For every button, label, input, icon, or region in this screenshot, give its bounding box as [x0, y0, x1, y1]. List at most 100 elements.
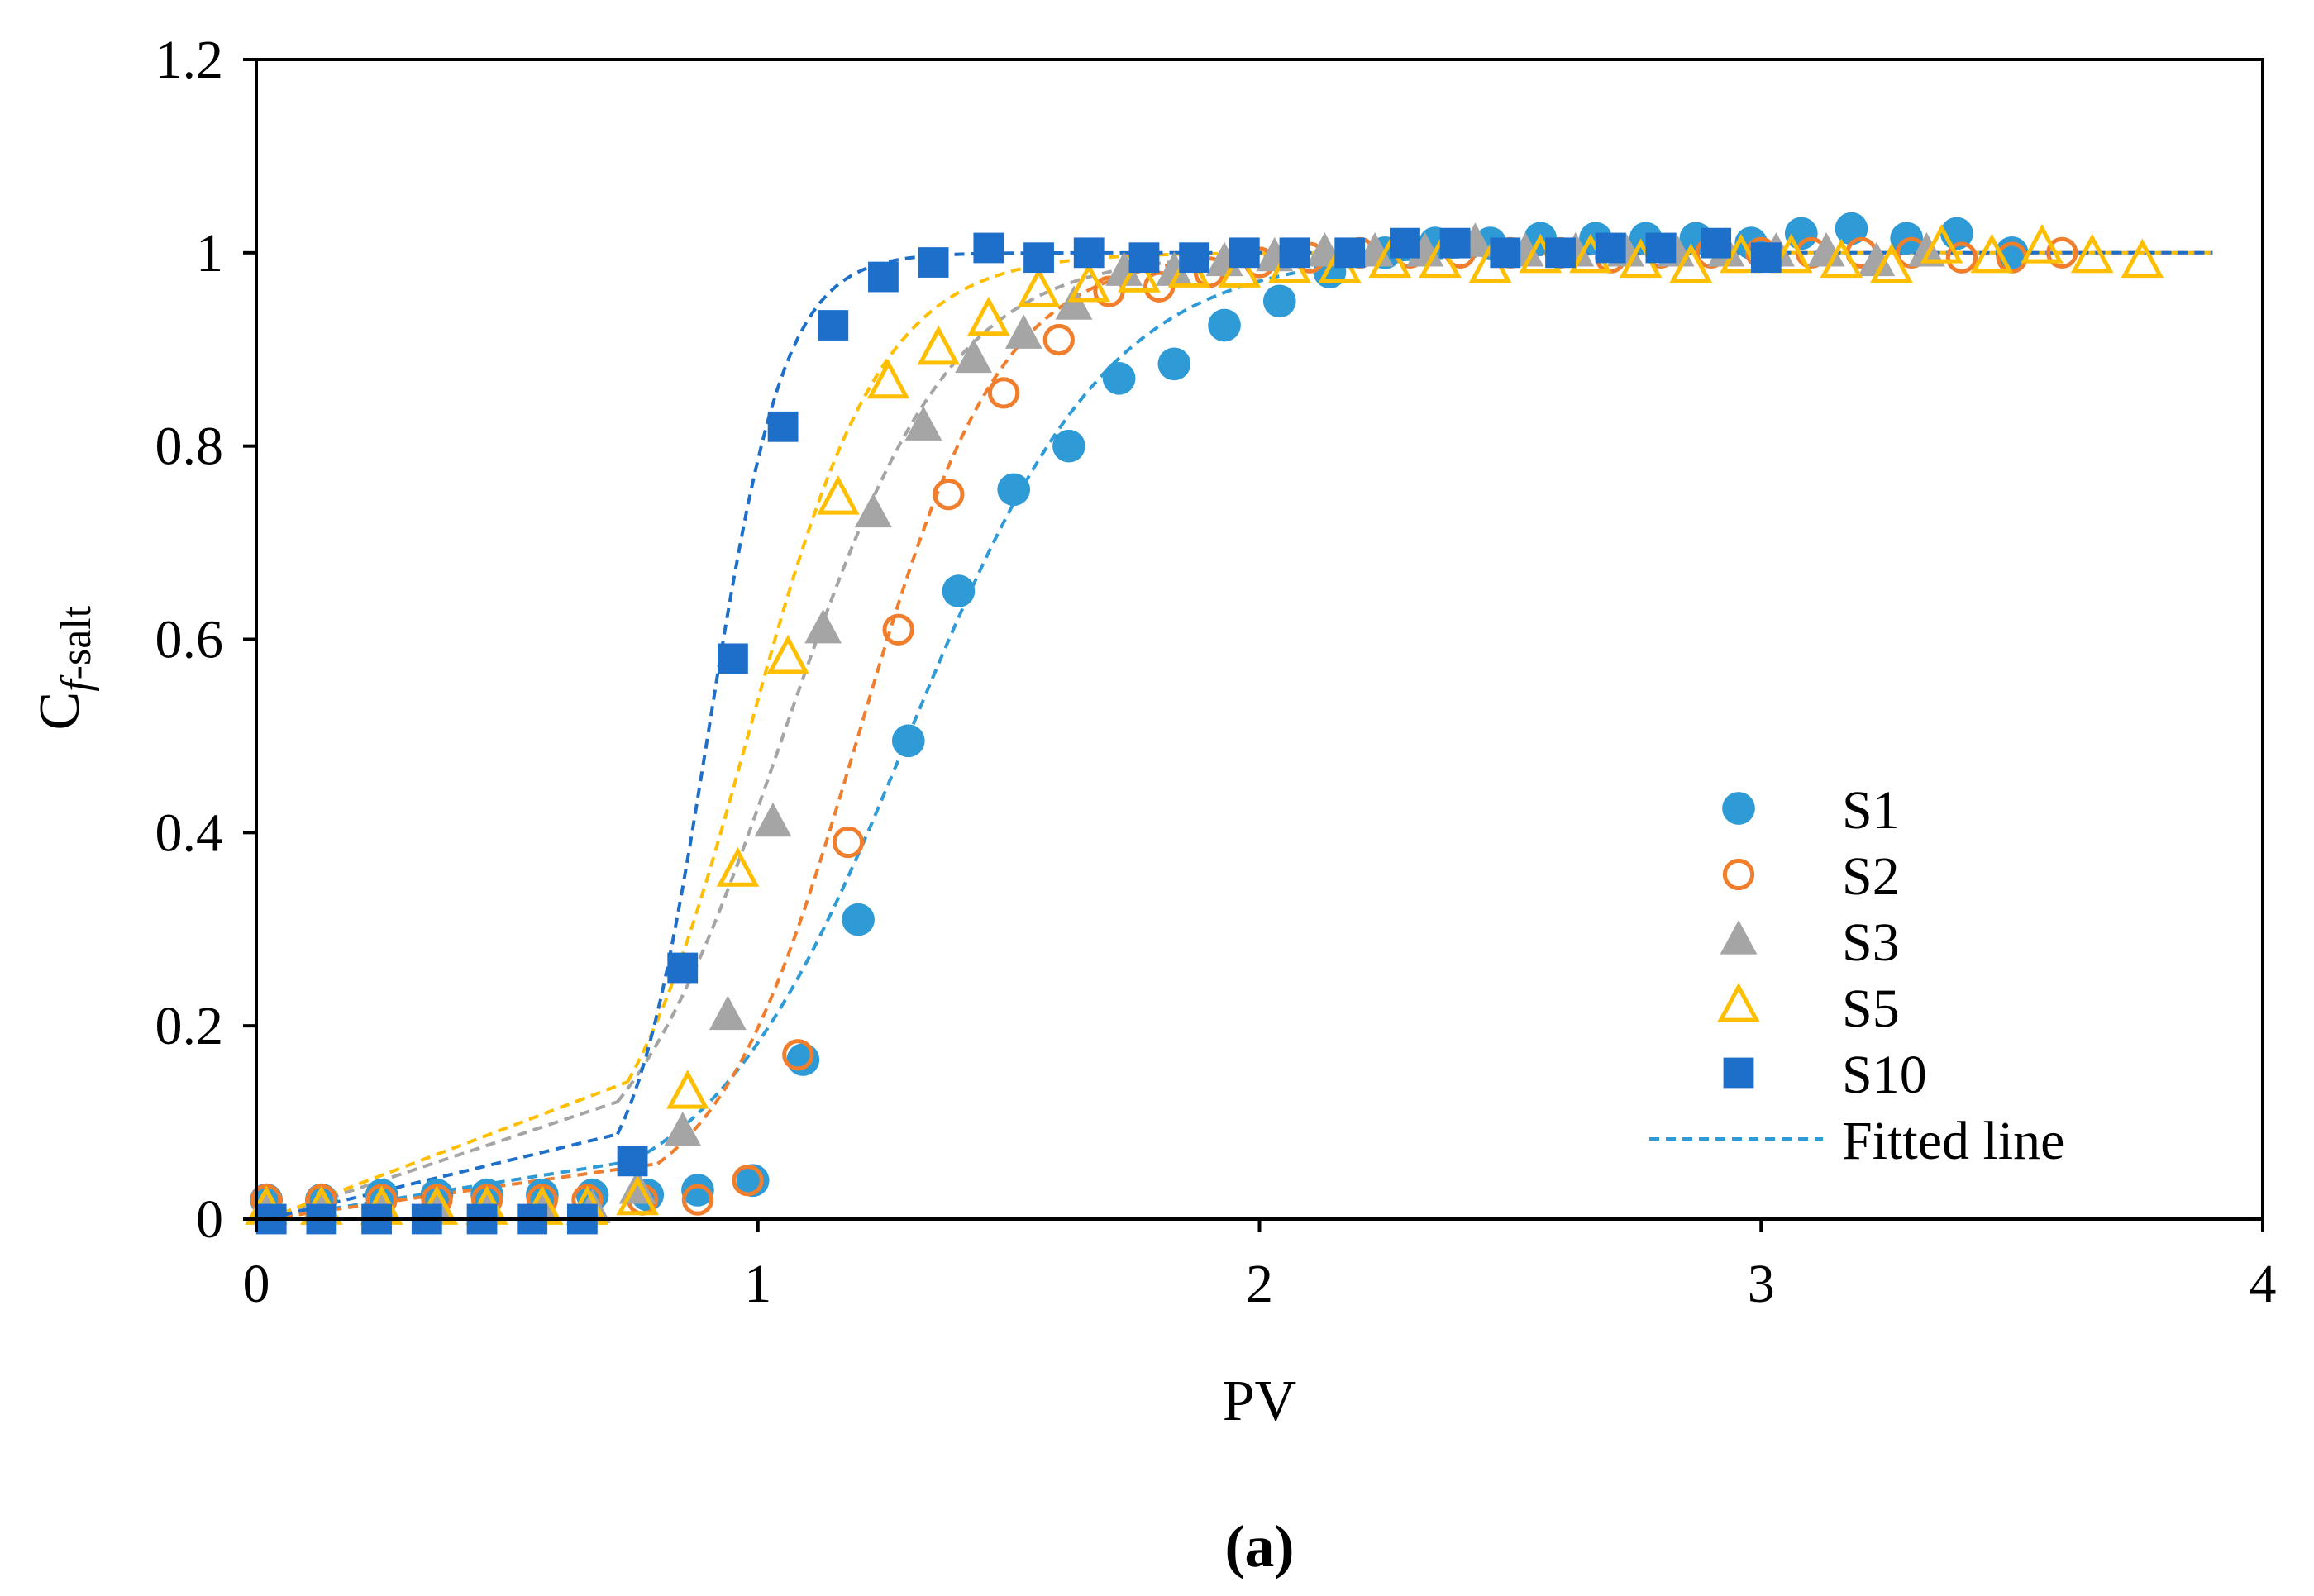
point-s3 [804, 608, 842, 644]
point-s2 [987, 377, 1020, 409]
point-s2 [882, 613, 914, 646]
point-s1 [1262, 284, 1296, 318]
axes: 0 0.2 0.4 0.6 0.8 1 1.2 0 1 2 3 4 [155, 30, 2277, 1314]
legend-marker-s1 [1722, 792, 1755, 825]
point-s2 [1945, 241, 1978, 274]
point-s5 [2121, 238, 2164, 279]
point-s10 [973, 232, 1004, 264]
point-s1 [842, 903, 875, 936]
point-s5 [1368, 238, 1412, 279]
point-s5 [1820, 238, 1863, 279]
point-s10 [1545, 237, 1576, 269]
point-s1 [891, 724, 925, 758]
point-s1 [1208, 308, 1241, 342]
point-s5 [1870, 243, 1913, 283]
point-s3 [754, 802, 792, 837]
series-s3 [247, 222, 1945, 1223]
point-s2 [2046, 236, 2078, 269]
fitted-line-s2 [656, 250, 2213, 1165]
point-s3 [904, 406, 942, 441]
point-s5 [817, 474, 860, 515]
point-s10 [1439, 227, 1471, 259]
legend-label-fitted-line: Fitted line [1842, 1111, 2064, 1171]
y-axis-title-subscript: -salt [53, 605, 100, 679]
point-s1 [1157, 347, 1191, 381]
point-s10 [767, 411, 799, 442]
x-axis-title: PV [1223, 1370, 1296, 1433]
point-s5 [716, 847, 760, 887]
point-s3 [955, 338, 993, 374]
point-s10 [1645, 232, 1677, 264]
point-s10 [1490, 237, 1521, 269]
series-s1 [250, 212, 2029, 1217]
point-s1 [786, 1043, 820, 1076]
point-s2 [681, 1184, 714, 1216]
point-s5 [866, 359, 910, 399]
y-tick-label: 0.8 [155, 417, 224, 477]
legend-marker-s10 [1723, 1057, 1754, 1089]
fitted-line-s10-baseline [265, 1132, 618, 1221]
point-s10 [1229, 237, 1260, 269]
series-s2 [250, 236, 2078, 1216]
point-s5 [1920, 223, 1963, 264]
point-s5 [2021, 223, 2064, 264]
point-s10 [1390, 227, 1420, 259]
point-s10 [667, 952, 699, 984]
point-s2 [732, 1165, 764, 1197]
y-tick-label: 1.2 [155, 30, 224, 90]
point-s5 [967, 296, 1010, 336]
legend-label-s5: S5 [1842, 979, 1900, 1039]
point-s2 [1042, 323, 1075, 356]
point-s5 [766, 634, 809, 674]
legend-marker-s5 [1717, 982, 1760, 1022]
legend-label-s10: S10 [1842, 1045, 1927, 1105]
y-tick-label: 1 [196, 223, 223, 283]
point-s10 [1179, 242, 1210, 274]
point-s10 [1073, 237, 1105, 269]
y-axis-title: Cf-salt [28, 605, 100, 730]
point-s3 [1004, 314, 1042, 349]
point-s10 [617, 1146, 648, 1177]
y-axis-title-main: C [28, 692, 92, 731]
point-s10 [1334, 237, 1366, 269]
legend-label-s1: S1 [1842, 780, 1900, 841]
point-s10 [1023, 242, 1054, 274]
fitted-line-s3-baseline [265, 1100, 618, 1221]
legend-label-s3: S3 [1842, 912, 1900, 973]
point-s2 [832, 826, 865, 859]
point-s10 [818, 310, 849, 341]
point-s3 [1908, 231, 1945, 267]
point-s10 [868, 261, 899, 293]
point-s10 [1701, 227, 1732, 259]
point-s2 [933, 478, 965, 511]
point-s3 [709, 995, 747, 1031]
legend-marker-s3 [1720, 920, 1758, 955]
point-s10 [1128, 242, 1160, 274]
point-s10 [1595, 232, 1626, 264]
point-s1 [997, 473, 1031, 507]
point-s5 [917, 325, 960, 365]
point-s5 [1720, 233, 1763, 274]
y-tick-label: 0.6 [155, 610, 224, 670]
point-s5 [1669, 243, 1713, 283]
y-tick-label: 0 [196, 1189, 223, 1250]
point-s1 [1052, 429, 1085, 463]
x-tick-label: 2 [1246, 1254, 1273, 1314]
point-s5 [1017, 267, 1061, 307]
y-tick-label: 0.2 [155, 996, 224, 1056]
x-tick-label: 3 [1748, 1254, 1775, 1314]
point-s5 [1769, 233, 1813, 274]
series-s10 [255, 227, 1782, 1235]
point-s10 [1279, 237, 1310, 269]
fitted-line-s5-baseline [265, 1080, 628, 1221]
legend-marker-s2 [1722, 858, 1755, 891]
fitted-line-s10 [616, 250, 2213, 1136]
fitted-line-s3 [616, 250, 2213, 1103]
point-s3 [854, 493, 892, 528]
figure-caption: (a) [1225, 1513, 1295, 1579]
point-s5 [666, 1069, 709, 1109]
point-s2 [782, 1039, 814, 1071]
point-s5 [1419, 238, 1462, 279]
